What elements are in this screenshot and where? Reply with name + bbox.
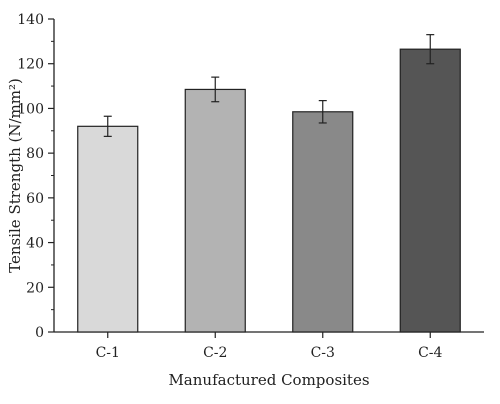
y-tick-label: 120: [17, 57, 44, 73]
x-tick-label: C-4: [418, 345, 442, 361]
bar-c-2: [184, 88, 246, 333]
y-axis-label: Tensile Strength (N/mm²): [6, 78, 24, 273]
y-tick-label: 0: [35, 325, 44, 341]
y-tick-label: 40: [26, 236, 44, 252]
bars: [77, 48, 461, 333]
ticks: 0 20 40 60 80 100 120 140 C-1 C-2 C-3 C-4: [17, 12, 442, 361]
x-axis-label: Manufactured Composites: [168, 371, 369, 389]
y-tick-label: 20: [26, 280, 44, 296]
x-tick-label: C-2: [203, 345, 227, 361]
bar-c-4: [399, 48, 461, 333]
bar-c-1: [77, 125, 139, 333]
y-tick-label: 60: [26, 191, 44, 207]
bar-c-3: [292, 111, 354, 333]
y-tick-label: 100: [17, 101, 44, 117]
y-tick-label: 140: [17, 12, 44, 28]
error-bars: [103, 34, 435, 137]
y-tick-label: 80: [26, 146, 44, 162]
x-tick-label: C-3: [311, 345, 335, 361]
x-tick-label: C-1: [96, 345, 120, 361]
